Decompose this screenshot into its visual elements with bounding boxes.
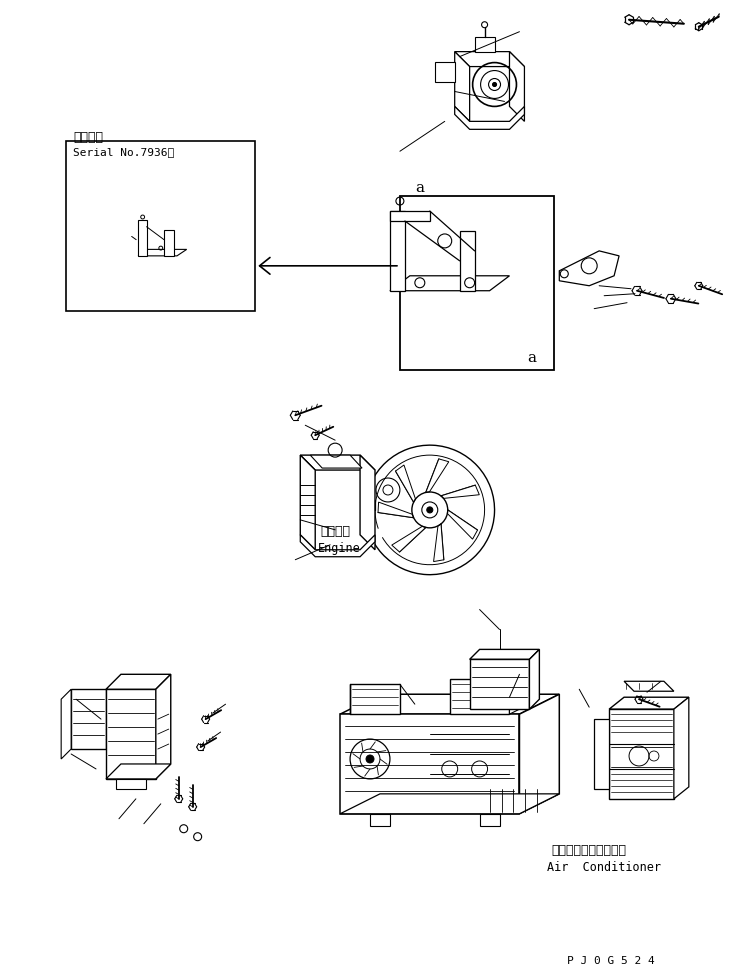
Text: Engine: Engine bbox=[318, 542, 361, 555]
Polygon shape bbox=[61, 689, 71, 759]
Text: a: a bbox=[415, 181, 424, 196]
Polygon shape bbox=[435, 61, 455, 82]
Polygon shape bbox=[156, 674, 171, 779]
Polygon shape bbox=[390, 275, 509, 291]
Polygon shape bbox=[164, 230, 174, 256]
Polygon shape bbox=[106, 689, 156, 779]
Polygon shape bbox=[459, 231, 474, 291]
Polygon shape bbox=[300, 535, 375, 557]
Polygon shape bbox=[509, 52, 524, 122]
Polygon shape bbox=[426, 459, 449, 492]
Polygon shape bbox=[450, 679, 509, 714]
Circle shape bbox=[492, 83, 497, 87]
Circle shape bbox=[427, 507, 433, 513]
Polygon shape bbox=[396, 465, 415, 502]
Polygon shape bbox=[530, 649, 539, 709]
Polygon shape bbox=[71, 689, 106, 749]
Polygon shape bbox=[609, 698, 689, 709]
Polygon shape bbox=[138, 249, 187, 256]
Polygon shape bbox=[470, 660, 530, 709]
Text: P J 0 G 5 2 4: P J 0 G 5 2 4 bbox=[567, 956, 655, 966]
Polygon shape bbox=[594, 719, 609, 789]
Polygon shape bbox=[455, 52, 524, 66]
Polygon shape bbox=[609, 709, 674, 799]
Polygon shape bbox=[300, 455, 315, 550]
Polygon shape bbox=[300, 455, 375, 470]
Polygon shape bbox=[509, 669, 530, 714]
Polygon shape bbox=[470, 649, 539, 660]
Polygon shape bbox=[474, 37, 495, 52]
Polygon shape bbox=[390, 211, 430, 221]
Polygon shape bbox=[340, 794, 560, 813]
Polygon shape bbox=[519, 694, 560, 813]
Polygon shape bbox=[340, 694, 560, 714]
Circle shape bbox=[366, 755, 374, 763]
Polygon shape bbox=[106, 764, 171, 779]
Polygon shape bbox=[340, 714, 519, 813]
Polygon shape bbox=[480, 813, 500, 826]
Text: エアーコンディショナ: エアーコンディショナ bbox=[551, 844, 626, 856]
Polygon shape bbox=[455, 106, 524, 129]
Polygon shape bbox=[455, 52, 470, 122]
Text: a: a bbox=[527, 350, 536, 365]
Text: Air  Conditioner: Air Conditioner bbox=[548, 860, 661, 874]
Polygon shape bbox=[378, 502, 414, 518]
Polygon shape bbox=[674, 698, 689, 799]
Polygon shape bbox=[106, 674, 171, 689]
Bar bbox=[66, 141, 255, 310]
Text: 適用号機: 適用号機 bbox=[73, 131, 103, 144]
Polygon shape bbox=[360, 455, 375, 550]
Text: Serial No.7936～: Serial No.7936～ bbox=[73, 147, 174, 158]
Polygon shape bbox=[116, 779, 146, 789]
Polygon shape bbox=[138, 220, 146, 256]
Polygon shape bbox=[624, 681, 674, 691]
Polygon shape bbox=[447, 510, 477, 539]
Polygon shape bbox=[433, 523, 444, 561]
Polygon shape bbox=[441, 486, 480, 498]
Text: エンジン: エンジン bbox=[320, 524, 350, 538]
Polygon shape bbox=[390, 211, 405, 291]
Polygon shape bbox=[370, 813, 390, 826]
Polygon shape bbox=[350, 684, 400, 714]
Polygon shape bbox=[560, 251, 619, 286]
Polygon shape bbox=[391, 526, 426, 552]
Polygon shape bbox=[310, 455, 362, 468]
Bar bbox=[400, 197, 554, 371]
